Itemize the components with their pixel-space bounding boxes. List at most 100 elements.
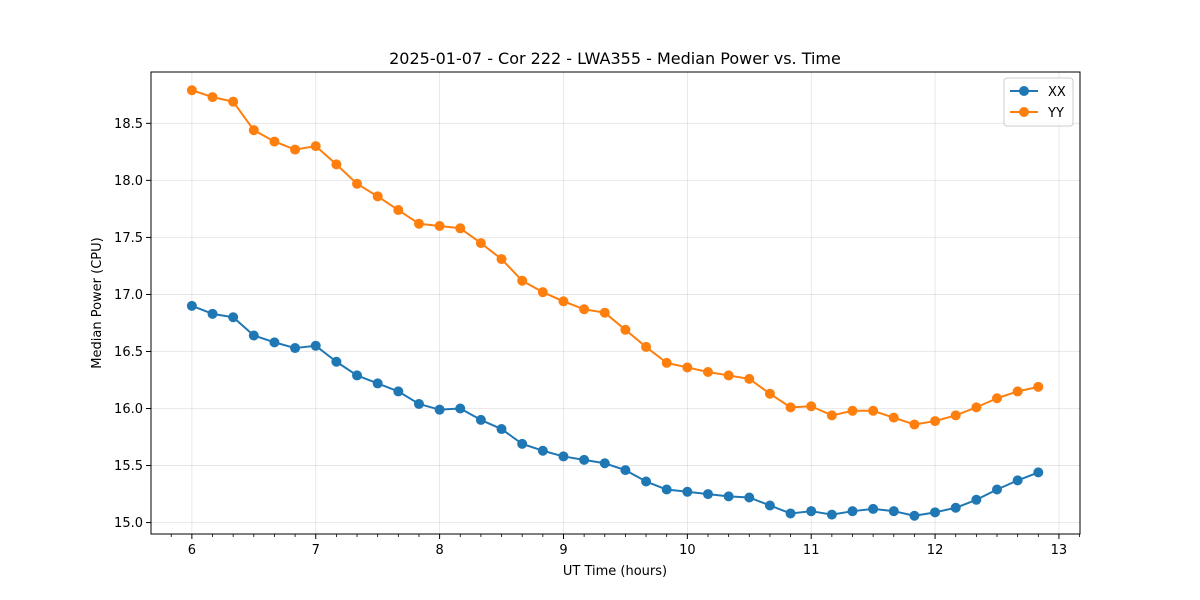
data-point-xx [579, 454, 590, 465]
data-point-xx [186, 300, 197, 311]
legend-label-xx: XX [1048, 85, 1066, 100]
y-axis-label: Median Power (CPU) [90, 237, 105, 368]
data-point-xx [207, 308, 218, 319]
data-point-xx [269, 337, 280, 348]
data-point-xx [785, 508, 796, 519]
data-point-yy [950, 410, 961, 421]
y-tick-label: 16.5 [114, 345, 143, 360]
data-point-xx [558, 451, 569, 462]
data-point-yy [537, 287, 548, 298]
y-tick-label: 17.5 [114, 231, 143, 246]
data-point-yy [310, 141, 321, 152]
data-point-xx [455, 403, 466, 414]
data-point-xx [413, 398, 424, 409]
x-tick-label: 8 [435, 543, 443, 558]
data-point-xx [909, 510, 920, 521]
data-point-xx [888, 506, 899, 517]
legend-label-yy: YY [1047, 106, 1064, 121]
data-point-xx [434, 404, 445, 415]
data-point-yy [579, 304, 590, 315]
data-point-yy [826, 410, 837, 421]
data-point-yy [517, 275, 528, 286]
data-point-yy [785, 402, 796, 413]
data-point-yy [1033, 381, 1044, 392]
data-point-yy [331, 159, 342, 170]
chart-title: 2025-01-07 - Cor 222 - LWA355 - Median P… [389, 49, 841, 68]
data-point-yy [909, 419, 920, 430]
data-point-xx [310, 340, 321, 351]
y-tick-label: 16.0 [114, 402, 143, 417]
data-point-xx [661, 484, 672, 495]
data-point-xx [702, 489, 713, 500]
data-point-yy [372, 191, 383, 202]
y-tick-label: 18.0 [114, 174, 143, 189]
data-point-yy [413, 218, 424, 229]
data-point-yy [290, 144, 301, 155]
data-point-yy [682, 362, 693, 373]
data-point-yy [992, 393, 1003, 404]
data-point-xx [641, 476, 652, 487]
data-point-yy [475, 238, 486, 249]
data-point-yy [269, 136, 280, 147]
data-point-xx [950, 502, 961, 513]
data-point-xx [228, 312, 239, 323]
data-point-yy [248, 125, 259, 136]
data-point-yy [806, 401, 817, 412]
axis-ticks: 6 7 8 9 10 11 12 13 15.0 15.5 16.0 16.5 17.0 17.5 18.0… [114, 117, 1080, 558]
data-point-yy [702, 367, 713, 378]
series-xx [186, 300, 1044, 521]
data-point-xx [352, 370, 363, 381]
data-point-yy [455, 223, 466, 234]
data-point-yy [744, 373, 755, 384]
data-point-yy [393, 205, 404, 216]
data-point-xx [393, 386, 404, 397]
data-point-yy [764, 388, 775, 399]
legend-marker-yy [1019, 107, 1029, 117]
data-point-yy [641, 341, 652, 352]
data-point-yy [1012, 386, 1023, 397]
x-tick-label: 13 [1051, 543, 1068, 558]
x-axis-label: UT Time (hours) [563, 564, 667, 579]
data-point-xx [599, 458, 610, 469]
data-point-xx [248, 330, 259, 341]
y-tick-label: 17.0 [114, 288, 143, 303]
y-tick-label: 18.5 [114, 117, 143, 132]
y-tick-label: 15.5 [114, 459, 143, 474]
data-point-xx [806, 506, 817, 517]
data-point-xx [826, 509, 837, 520]
data-point-yy [661, 357, 672, 368]
data-point-xx [372, 378, 383, 389]
data-point-xx [475, 414, 486, 425]
data-point-xx [1012, 475, 1023, 486]
data-point-xx [290, 343, 301, 354]
data-point-xx [971, 494, 982, 505]
x-tick-label: 11 [803, 543, 820, 558]
data-point-yy [352, 178, 363, 189]
data-point-yy [723, 370, 734, 381]
x-tick-label: 7 [312, 543, 320, 558]
x-tick-label: 6 [188, 543, 196, 558]
data-point-xx [331, 356, 342, 367]
y-tick-label: 15.0 [114, 516, 143, 531]
data-point-xx [517, 438, 528, 449]
grid [151, 72, 1080, 534]
data-point-yy [620, 324, 631, 335]
data-point-xx [847, 506, 858, 517]
data-point-yy [186, 85, 197, 96]
legend-marker-xx [1019, 86, 1029, 96]
data-point-yy [847, 405, 858, 416]
plot-frame [150, 71, 1081, 535]
data-point-yy [496, 254, 507, 265]
series-yy [186, 85, 1044, 430]
series-group [186, 85, 1044, 521]
data-point-yy [228, 96, 239, 107]
data-point-xx [723, 491, 734, 502]
data-point-yy [434, 221, 445, 231]
data-point-yy [888, 412, 899, 423]
data-point-xx [537, 445, 548, 456]
data-point-yy [930, 416, 941, 427]
data-point-xx [682, 486, 693, 497]
data-point-xx [868, 503, 879, 514]
